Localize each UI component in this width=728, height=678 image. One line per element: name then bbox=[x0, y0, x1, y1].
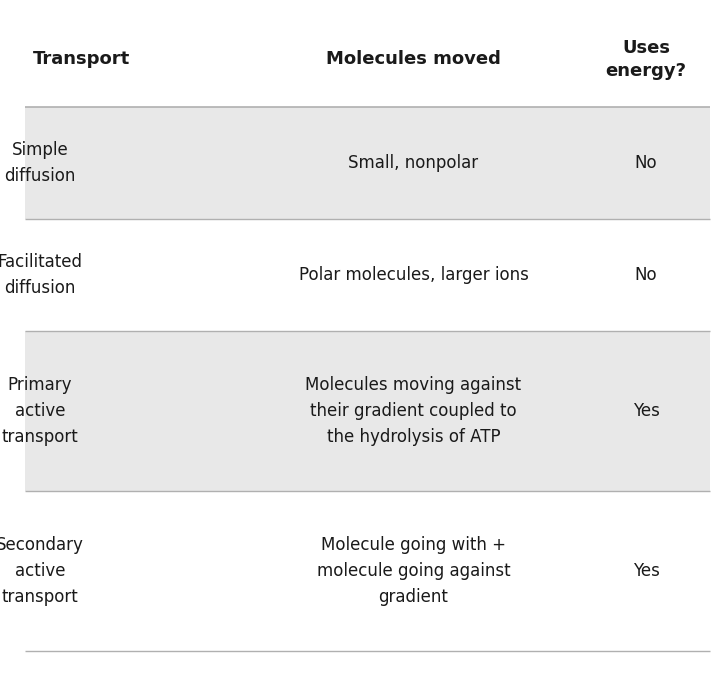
Bar bbox=[25, 219, 710, 331]
Text: Polar molecules, larger ions: Polar molecules, larger ions bbox=[298, 266, 529, 284]
Bar bbox=[25, 12, 710, 107]
Text: Molecules moved: Molecules moved bbox=[326, 50, 501, 68]
Text: Primary
active
transport: Primary active transport bbox=[1, 376, 79, 445]
Text: No: No bbox=[635, 266, 657, 284]
Text: Simple
diffusion: Simple diffusion bbox=[4, 141, 76, 185]
Text: Yes: Yes bbox=[633, 402, 660, 420]
Text: Small, nonpolar: Small, nonpolar bbox=[349, 154, 478, 172]
Text: No: No bbox=[635, 154, 657, 172]
Text: Molecules moving against
their gradient coupled to
the hydrolysis of ATP: Molecules moving against their gradient … bbox=[306, 376, 521, 445]
Text: Transport: Transport bbox=[33, 50, 130, 68]
Text: Yes: Yes bbox=[633, 562, 660, 580]
Text: Uses
energy?: Uses energy? bbox=[606, 39, 687, 79]
Text: Facilitated
diffusion: Facilitated diffusion bbox=[0, 253, 82, 297]
Bar bbox=[25, 331, 710, 491]
Bar bbox=[25, 107, 710, 219]
Text: Molecule going with +
molecule going against
gradient: Molecule going with + molecule going aga… bbox=[317, 536, 510, 605]
Text: Secondary
active
transport: Secondary active transport bbox=[0, 536, 84, 605]
Bar bbox=[25, 491, 710, 651]
